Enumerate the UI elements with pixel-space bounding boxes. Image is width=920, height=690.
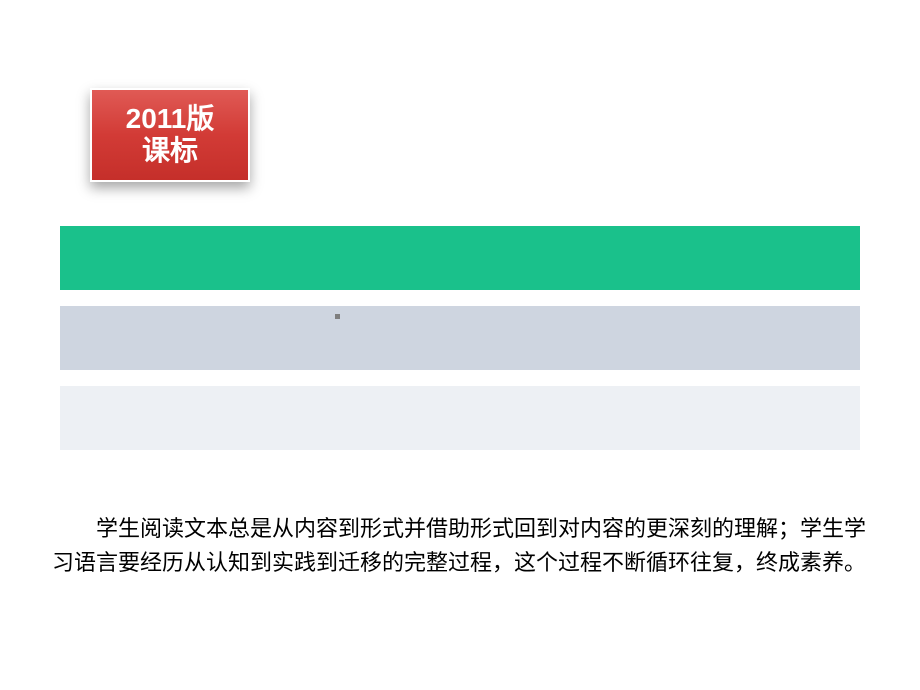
table-cell	[433, 386, 646, 450]
table-cell	[646, 306, 860, 370]
table-cell	[433, 290, 646, 306]
table-cell	[60, 226, 220, 290]
table-row	[60, 370, 860, 386]
table-body	[60, 226, 860, 450]
table-cell	[220, 386, 433, 450]
table-cell	[220, 370, 433, 386]
version-badge: 2011版 课标	[90, 88, 250, 182]
table-cell	[220, 290, 433, 306]
badge-line1: 2011版	[126, 103, 215, 135]
table-row	[60, 226, 860, 290]
table-cell	[433, 306, 646, 370]
content-table	[60, 226, 860, 450]
table-cell	[433, 226, 646, 290]
table-cell	[60, 290, 220, 306]
table-cell	[220, 226, 433, 290]
body-text-content: 学生阅读文本总是从内容到形式并借助形式回到对内容的更深刻的理解；学生学习语言要经…	[52, 516, 866, 575]
table-cell	[60, 306, 220, 370]
table-cell	[433, 370, 646, 386]
table-cell	[646, 290, 860, 306]
badge-line2: 课标	[142, 135, 198, 167]
table-cell	[646, 370, 860, 386]
center-marker	[335, 314, 340, 319]
body-paragraph: 学生阅读文本总是从内容到形式并借助形式回到对内容的更深刻的理解；学生学习语言要经…	[52, 512, 868, 580]
table-cell	[646, 226, 860, 290]
table-cell	[60, 370, 220, 386]
table-row	[60, 290, 860, 306]
table-row	[60, 306, 860, 370]
table-cell	[646, 386, 860, 450]
table-row	[60, 386, 860, 450]
table-cell	[60, 386, 220, 450]
table-cell	[220, 306, 433, 370]
